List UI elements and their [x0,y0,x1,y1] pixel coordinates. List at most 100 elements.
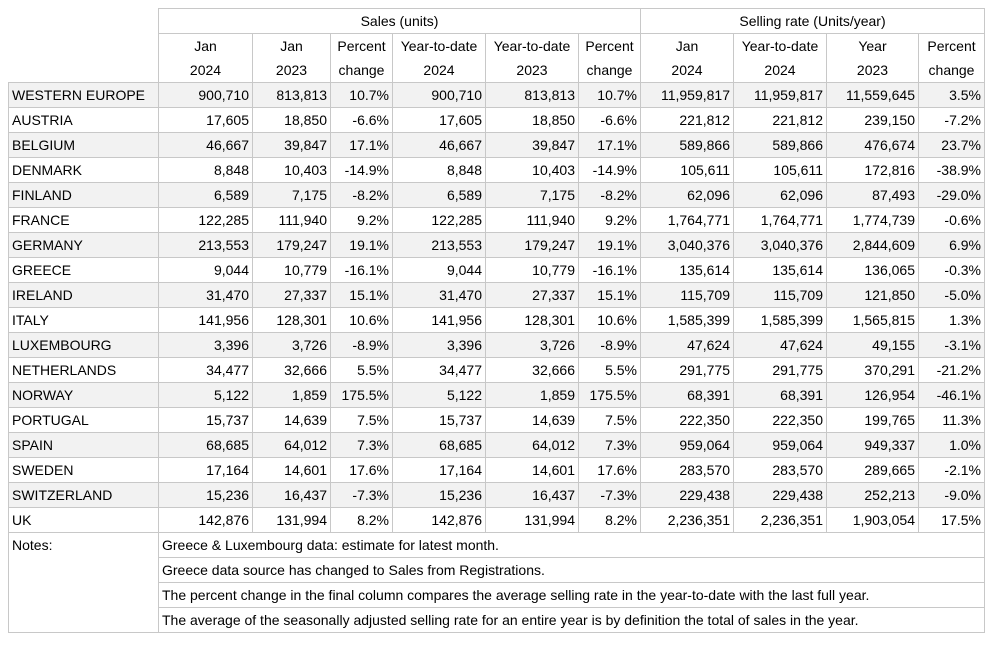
value-cell: 122,285 [158,207,253,233]
row-label: PORTUGAL [8,407,159,433]
value-cell: 31,470 [392,282,486,308]
value-cell: 10,403 [252,157,331,183]
value-cell: 10,779 [485,257,579,283]
value-cell: 229,438 [733,482,827,508]
value-cell: 2,236,351 [733,507,827,533]
value-cell: 10.6% [330,307,393,333]
value-cell: 17,605 [158,107,253,133]
value-cell: 27,337 [485,282,579,308]
value-cell: 128,301 [485,307,579,333]
value-cell: 289,665 [826,457,919,483]
value-cell: 122,285 [392,207,486,233]
value-cell: -46.1% [918,382,985,408]
note: The average of the seasonally adjusted s… [158,607,985,633]
value-cell: 111,940 [485,207,579,233]
value-cell: 31,470 [158,282,253,308]
data-row: LUXEMBOURG 3,396 3,726 -8.9% 3,396 3,726 -8.9%… [8,332,985,358]
value-cell: -3.1% [918,332,985,358]
value-cell: -21.2% [918,357,985,383]
value-cell: 813,813 [252,82,331,108]
value-cell: 17.1% [330,132,393,158]
value-cell: -29.0% [918,182,985,208]
value-cell: 17.5% [918,507,985,533]
column-header: Percent [330,33,393,58]
value-cell: -6.6% [330,107,393,133]
data-row: FRANCE 122,285 111,940 9.2% 122,285 111,940 9.… [8,207,985,233]
data-row: UK 142,876 131,994 8.2% 142,876 131,994 8.2% 2,… [8,507,985,533]
value-cell: -7.2% [918,107,985,133]
value-cell: 17.1% [578,132,641,158]
value-cell: 8,848 [392,157,486,183]
value-cell: 175.5% [330,382,393,408]
sales-table: Sales (units) Selling rate (Units/year) Ja… [8,8,985,633]
value-cell: 199,765 [826,407,919,433]
value-cell: 68,391 [733,382,827,408]
value-cell: 121,850 [826,282,919,308]
value-cell: 1,764,771 [733,207,827,233]
column-header-row: Jan Jan Percent Year-to-date Year-to-date Per… [9,33,985,58]
row-label: GREECE [8,257,159,283]
value-cell: 7.3% [330,432,393,458]
value-cell: 135,614 [640,257,734,283]
value-cell: 9,044 [392,257,486,283]
value-cell: 900,710 [158,82,253,108]
value-cell: 47,624 [733,332,827,358]
value-cell: 1,585,399 [640,307,734,333]
value-cell: 39,847 [252,132,331,158]
value-cell: 27,337 [252,282,331,308]
row-label: ITALY [8,307,159,333]
value-cell: 813,813 [485,82,579,108]
value-cell: 1,859 [485,382,579,408]
notes-label: Notes: [8,532,159,633]
value-cell: 9.2% [330,207,393,233]
value-cell: -16.1% [330,257,393,283]
data-row: GREECE 9,044 10,779 -16.1% 9,044 10,779 -16.1%… [8,257,985,283]
note-row: The percent change in the final column c… [9,582,985,608]
row-label: SPAIN [8,432,159,458]
value-cell: 3,040,376 [733,232,827,258]
value-cell: 6.9% [918,232,985,258]
row-label: FRANCE [8,207,159,233]
value-cell: 17.6% [330,457,393,483]
value-cell: 283,570 [733,457,827,483]
value-cell: 105,611 [733,157,827,183]
column-header: Percent [578,33,641,58]
value-cell: 172,816 [826,157,919,183]
value-cell: 11,959,817 [640,82,734,108]
value-cell: 5,122 [158,382,253,408]
column-header: change [578,58,641,83]
value-cell: 179,247 [485,232,579,258]
value-cell: 1,585,399 [733,307,827,333]
row-label: SWEDEN [8,457,159,483]
value-cell: 5,122 [392,382,486,408]
value-cell: 3,726 [485,332,579,358]
data-row: SPAIN 68,685 64,012 7.3% 68,685 64,012 7.3% 959… [8,432,985,458]
data-row: NETHERLANDS 34,477 32,666 5.5% 34,477 32,666 5… [8,357,985,383]
value-cell: 68,685 [158,432,253,458]
value-cell: 32,666 [252,357,331,383]
column-header: 2023 [485,58,579,83]
data-row: FINLAND 6,589 7,175 -8.2% 6,589 7,175 -8.2% 62,… [8,182,985,208]
value-cell: 2,844,609 [826,232,919,258]
value-cell: 18,850 [252,107,331,133]
value-cell: 68,685 [392,432,486,458]
value-cell: 222,350 [733,407,827,433]
value-cell: -14.9% [578,157,641,183]
value-cell: -7.3% [578,482,641,508]
row-label: DENMARK [8,157,159,183]
data-row: AUSTRIA 17,605 18,850 -6.6% 17,605 18,850 -6.6… [8,107,985,133]
value-cell: 1,565,815 [826,307,919,333]
group-header: Sales (units) [158,8,641,34]
value-cell: 17,164 [392,457,486,483]
column-header: Jan [158,33,253,58]
value-cell: 3,396 [158,332,253,358]
column-header: 2024 [158,58,253,83]
value-cell: 15,737 [392,407,486,433]
note: Greece data source has changed to Sales … [158,557,985,583]
value-cell: 5.5% [330,357,393,383]
value-cell: 15,737 [158,407,253,433]
table-body: Sales (units) Selling rate (Units/year) Ja… [8,8,985,633]
value-cell: 370,291 [826,357,919,383]
value-cell: 10,403 [485,157,579,183]
value-cell: 3,396 [392,332,486,358]
